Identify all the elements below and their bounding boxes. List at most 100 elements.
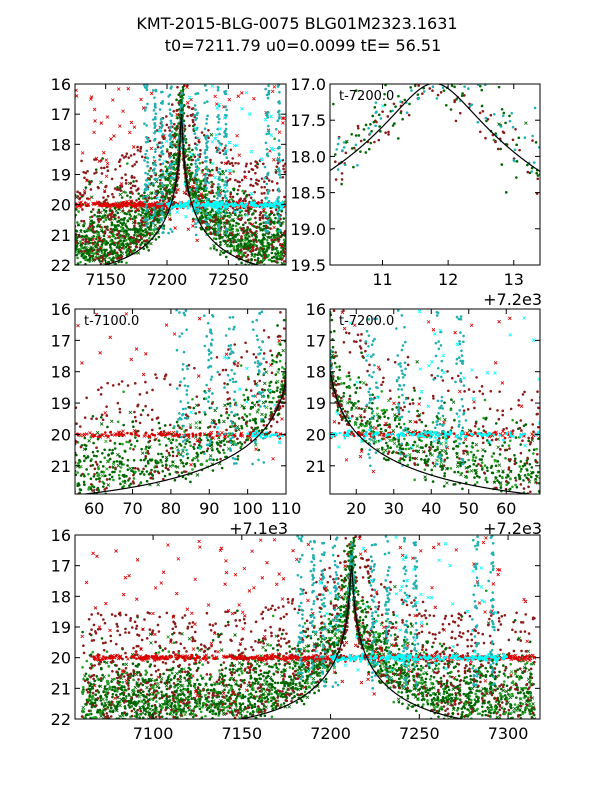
- data-point: [194, 159, 198, 162]
- data-point: [261, 214, 265, 217]
- data-point: [109, 439, 112, 442]
- data-point: [210, 204, 214, 208]
- data-point: [171, 133, 175, 137]
- data-point: [112, 215, 116, 219]
- data-point: [238, 208, 242, 212]
- data-point: [187, 106, 191, 109]
- data-point: [231, 224, 235, 227]
- data-point: [83, 235, 86, 238]
- data-point: [116, 463, 121, 468]
- data-point: [193, 464, 197, 468]
- data-point: [250, 203, 254, 207]
- data-point: [216, 231, 219, 235]
- data-point: [185, 101, 190, 105]
- data-point: [572, 195, 575, 198]
- data-point: [78, 488, 82, 491]
- data-point: [184, 442, 188, 445]
- data-point: [253, 265, 256, 268]
- data-point: [262, 247, 266, 251]
- data-point: [96, 437, 100, 441]
- data-point: [169, 227, 172, 231]
- data-point: [107, 459, 110, 462]
- data-point: [207, 128, 210, 132]
- data-point: [124, 245, 128, 249]
- data-point: [160, 149, 164, 153]
- data-point: [218, 185, 222, 189]
- data-point: [269, 267, 272, 270]
- data-point: [126, 384, 130, 387]
- data-point: [230, 198, 233, 201]
- data-point: [195, 210, 199, 213]
- data-point: [246, 228, 249, 232]
- data-point: [276, 210, 279, 214]
- data-point: [250, 426, 253, 429]
- data-point: [281, 201, 284, 204]
- data-point: [153, 131, 156, 135]
- data-point: [184, 429, 188, 432]
- data-point: [87, 197, 92, 201]
- data-point: [245, 415, 249, 418]
- data-point: [265, 182, 269, 186]
- data-point: [198, 152, 202, 156]
- data-point: [176, 204, 180, 208]
- data-point: [255, 400, 259, 404]
- data-point: [235, 133, 239, 138]
- data-point: [83, 191, 87, 195]
- data-point: [245, 162, 248, 166]
- data-point: [249, 177, 253, 181]
- data-point: [272, 234, 277, 239]
- data-point: [268, 384, 271, 388]
- data-point: [450, 84, 454, 87]
- data-point: [287, 317, 290, 320]
- data-point: [105, 240, 108, 243]
- data-point: [204, 135, 207, 139]
- data-point: [247, 206, 251, 210]
- data-point: [112, 478, 115, 482]
- data-point: [154, 227, 157, 230]
- data-point: [513, 148, 517, 152]
- data-point: [196, 167, 201, 171]
- data-point: [111, 233, 116, 238]
- data-point: [129, 120, 134, 125]
- data-point: [110, 249, 113, 252]
- data-point: [200, 195, 205, 199]
- data-point: [236, 427, 241, 432]
- data-point: [88, 258, 92, 261]
- data-point: [213, 136, 218, 141]
- data-point: [240, 238, 244, 243]
- data-point: [191, 118, 195, 122]
- data-point: [147, 181, 151, 186]
- data-point: [221, 201, 224, 205]
- data-point: [112, 256, 115, 259]
- data-point: [233, 238, 236, 241]
- data-point: [143, 183, 147, 186]
- data-point: [152, 155, 156, 159]
- data-point: [84, 255, 88, 259]
- data-point: [270, 400, 274, 404]
- data-point: [170, 114, 174, 118]
- data-point: [210, 173, 214, 178]
- data-point: [154, 89, 158, 93]
- data-point: [240, 356, 243, 359]
- data-point: [369, 141, 373, 145]
- data-point: [96, 266, 99, 269]
- data-point: [155, 177, 159, 181]
- data-point: [129, 186, 133, 190]
- data-point: [504, 121, 507, 125]
- data-point: [89, 254, 93, 258]
- data-point: [153, 223, 157, 228]
- data-point: [118, 124, 122, 128]
- data-point: [82, 219, 86, 223]
- data-point: [224, 201, 228, 205]
- data-point: [481, 109, 485, 113]
- data-point: [282, 167, 285, 171]
- data-point: [113, 224, 117, 227]
- data-point: [340, 182, 343, 186]
- data-point: [81, 238, 85, 241]
- data-point: [222, 239, 226, 243]
- data-point: [146, 221, 150, 225]
- data-point: [280, 209, 284, 213]
- data-point: [274, 266, 277, 269]
- data-point: [272, 268, 275, 271]
- data-point: [139, 235, 143, 239]
